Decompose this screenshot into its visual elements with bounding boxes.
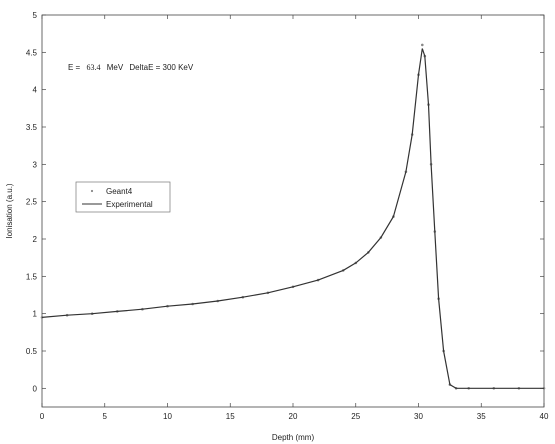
x-tick-label: 20	[289, 412, 298, 421]
energy-annotation: E = 63.4 MeV DeltaE = 300 KeV	[68, 63, 194, 72]
y-tick-label: 1.5	[26, 272, 38, 281]
x-tick-label: 30	[414, 412, 423, 421]
y-tick-labels: 0 0.5 1 1.5 2 2.5 3 3.5 4 4.5 5	[26, 11, 38, 393]
x-tick-labels: 0 5 10 15 20 25 30 35 40	[40, 412, 549, 421]
y-tick-label: 0.5	[26, 347, 38, 356]
x-tick-label: 15	[226, 412, 235, 421]
experimental-series-line	[41, 48, 544, 389]
energy-label: E =	[68, 63, 81, 72]
x-tick-label: 5	[103, 412, 108, 421]
y-tick-label: 4	[33, 86, 38, 95]
x-axis-label: Depth (mm)	[272, 433, 315, 442]
y-tick-label: 4.5	[26, 48, 38, 57]
legend: Geant4 Experimental	[75, 181, 171, 213]
geant4-series	[40, 43, 546, 390]
x-tick-label: 0	[40, 412, 45, 421]
y-tick-label: 3	[33, 160, 38, 169]
axis-ticks	[41, 14, 545, 407]
x-tick-label: 35	[477, 412, 486, 421]
x-tick-label: 40	[540, 412, 549, 421]
x-tick-label: 10	[163, 412, 172, 421]
y-tick-label: 3.5	[26, 123, 38, 132]
legend-label-experimental: Experimental	[106, 200, 153, 209]
y-tick-label: 0	[33, 384, 38, 393]
legend-marker-geant4	[90, 189, 94, 193]
delta-energy: DeltaE = 300 KeV	[129, 63, 193, 72]
y-tick-label: 1	[33, 310, 38, 319]
y-tick-label: 5	[33, 11, 38, 20]
legend-label-geant4: Geant4	[106, 187, 133, 196]
y-axis-label: Ionisation (a.u.)	[5, 183, 14, 238]
energy-value: 63.4	[86, 63, 100, 72]
legend-box	[75, 181, 171, 213]
energy-unit: MeV	[107, 63, 124, 72]
geant4-data-point	[421, 43, 424, 47]
x-tick-label: 25	[351, 412, 360, 421]
y-tick-label: 2.5	[26, 198, 38, 207]
y-tick-label: 2	[33, 235, 38, 244]
